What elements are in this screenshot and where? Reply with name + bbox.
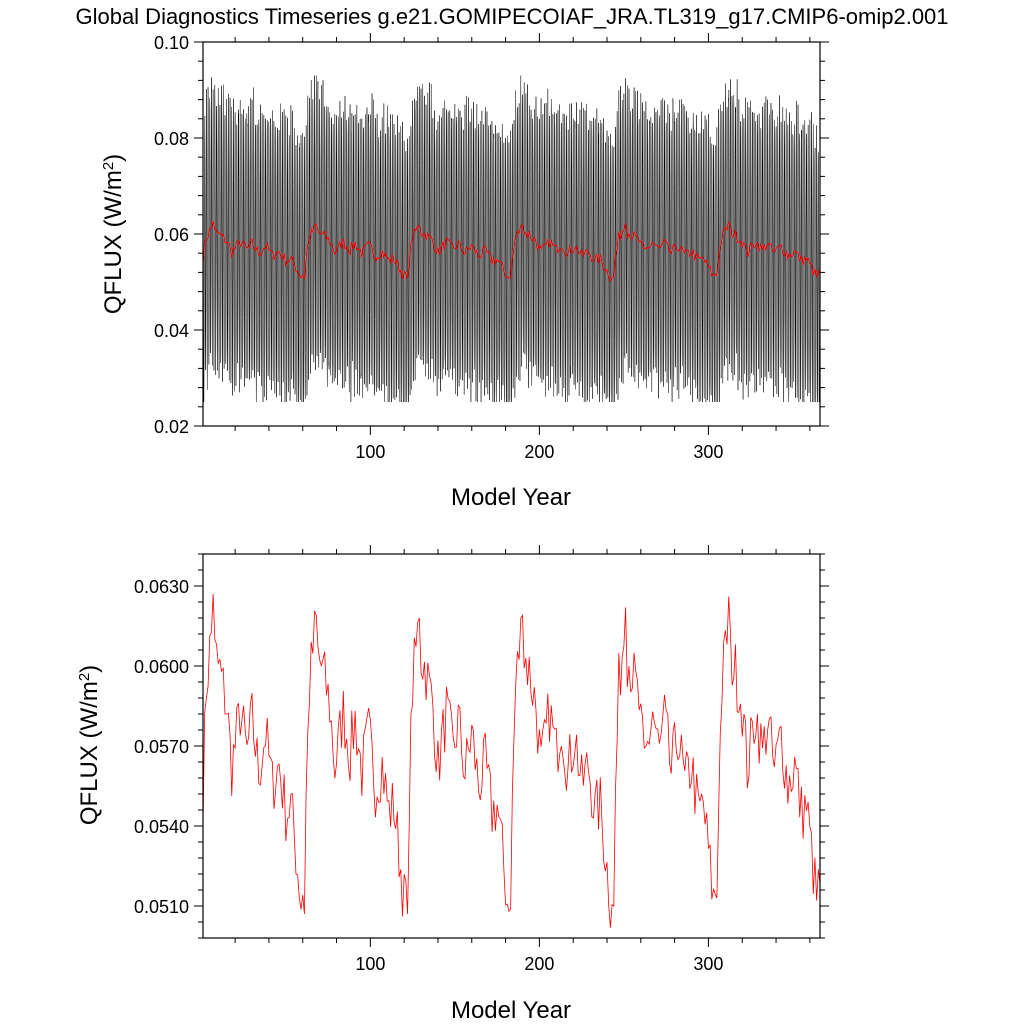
top-ylabel: QFLUX (W/m2) xyxy=(100,154,128,314)
x-tick-label: 100 xyxy=(355,954,385,974)
x-tick-label: 100 xyxy=(355,442,385,462)
y-tick-label: 0.08 xyxy=(154,129,189,149)
monthly-line xyxy=(202,75,821,403)
figure-title: Global Diagnostics Timeseries g.e21.GOMI… xyxy=(75,4,948,29)
top-xlabel: Model Year xyxy=(451,484,571,511)
top-yticks: 0.02 0.04 0.06 0.08 0.10 xyxy=(154,33,829,437)
y-tick-label: 0.04 xyxy=(154,321,189,341)
top-xticks: 100 200 300 xyxy=(234,33,811,462)
y-tick-label: 0.0510 xyxy=(134,897,189,917)
ylabel-superscript: 2 xyxy=(100,162,117,170)
y-tick-label: 0.0630 xyxy=(134,577,189,597)
bottom-xticks: 100 200 300 xyxy=(234,545,811,974)
y-tick-label: 0.0600 xyxy=(134,657,189,677)
chart-top: 0.02 0.04 0.06 0.08 0.10 100 200 300 Model Yea… xyxy=(100,33,829,511)
annual-mean-line xyxy=(202,220,821,283)
top-annual-series xyxy=(202,220,821,283)
x-tick-label: 300 xyxy=(693,442,723,462)
bottom-xlabel: Model Year xyxy=(451,997,571,1024)
ylabel-superscript: 2 xyxy=(76,673,93,681)
y-tick-label: 0.0570 xyxy=(134,737,189,757)
annual-mean-line xyxy=(202,593,821,928)
x-tick-label: 200 xyxy=(524,442,554,462)
y-tick-label: 0.06 xyxy=(154,225,189,245)
chart-bottom: 0.0510 0.0540 0.0570 0.0600 0.0630 100 200 300… xyxy=(76,545,829,1024)
top-plot-frame xyxy=(202,41,821,427)
bottom-plot-frame xyxy=(202,553,821,939)
y-tick-label: 0.02 xyxy=(154,417,189,437)
bottom-annual-series xyxy=(202,593,821,928)
y-tick-label: 0.10 xyxy=(154,33,189,53)
x-tick-label: 200 xyxy=(524,954,554,974)
bottom-ylabel: QFLUX (W/m2) xyxy=(76,665,104,825)
top-monthly-series xyxy=(202,75,821,403)
y-tick-label: 0.0540 xyxy=(134,817,189,837)
bottom-yticks: 0.0510 0.0540 0.0570 0.0600 0.0630 xyxy=(134,553,829,939)
x-tick-label: 300 xyxy=(693,954,723,974)
